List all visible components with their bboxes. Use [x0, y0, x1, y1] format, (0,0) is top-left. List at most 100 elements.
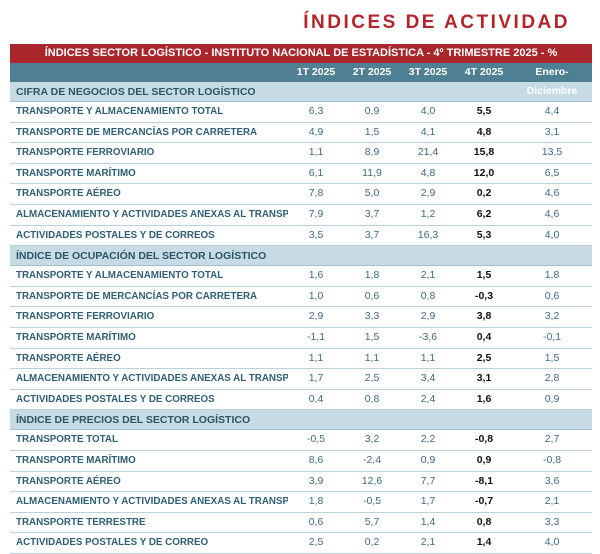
table-cell: 1,8 — [364, 269, 380, 282]
table-row: TRANSPORTE AÉREO 7,8 5,0 2,9 0,2 4,6 — [10, 184, 592, 205]
table-row: TRANSPORTE MARÍTIMO -1,1 1,5 -3,6 0,4 -0,1 — [10, 328, 592, 349]
table-cell: 1,7 — [308, 372, 324, 385]
table-cell: 1,4 — [476, 536, 492, 549]
table-cell: 1,5 — [364, 330, 380, 343]
table-cell: 1,5 — [476, 269, 492, 282]
table-cell: 1,2 — [420, 207, 436, 220]
table-row: ACTIVIDADES POSTALES Y DE CORREOS 0,4 0,8 2… — [10, 390, 592, 411]
table-cell: 15,8 — [473, 146, 495, 159]
table-row: TRANSPORTE AÉREO 3,9 12,6 7,7 -8,1 3,6 — [10, 472, 592, 493]
table-cell: -2,4 — [362, 453, 382, 466]
section-header: ÍNDICE DE PRECIOS DEL SECTOR LOGÍSTICO — [10, 410, 592, 431]
row-label: ACTIVIDADES POSTALES Y DE CORREO — [16, 537, 209, 549]
table-row: TRANSPORTE FERROVIARIO 2,9 3,3 2,9 3,8 3,2 — [10, 307, 592, 328]
column-header-4t: 4T 2025 — [464, 66, 504, 78]
table-cell: 0,2 — [364, 536, 380, 549]
row-label: TRANSPORTE FERROVIARIO — [16, 311, 155, 323]
table-cell: 3,4 — [420, 372, 436, 385]
table-cell: 4,1 — [420, 125, 436, 138]
table-row: ACTIVIDADES POSTALES Y DE CORREO 2,5 0,2 2,… — [10, 533, 592, 554]
table-cell: 4,6 — [544, 207, 560, 220]
column-header-3t: 3T 2025 — [408, 66, 448, 78]
table-cell: 7,8 — [308, 187, 324, 200]
table-cell: 0,9 — [476, 453, 492, 466]
table-row: ALMACENAMIENTO Y ACTIVIDADES ANEXAS AL T… — [10, 205, 592, 226]
table-cell: 1,6 — [476, 392, 492, 405]
table-cell: -0,8 — [474, 433, 494, 446]
table-cell: 1,0 — [308, 289, 324, 302]
row-label: TRANSPORTE TOTAL — [16, 434, 118, 446]
table-cell: 6,3 — [308, 105, 324, 117]
row-label: TRANSPORTE AÉREO — [16, 475, 121, 487]
table-cell: 3,6 — [544, 474, 560, 487]
table-row: TRANSPORTE TOTAL -0,5 3,2 2,2 -0,8 2,7 — [10, 430, 592, 451]
table-cell: 7,7 — [420, 474, 436, 487]
table-cell: 5,5 — [476, 105, 492, 117]
table-cell: 2,9 — [308, 310, 324, 323]
row-label: TRANSPORTE TERRESTRE — [16, 516, 146, 528]
table-cell: -0,3 — [474, 289, 494, 302]
table-cell: 5,0 — [364, 187, 380, 200]
table-cell: 1,5 — [544, 351, 560, 364]
table-cell: 3,3 — [544, 515, 560, 528]
table-cell: 3,1 — [476, 372, 492, 385]
row-label: ALMACENAMIENTO Y ACTIVIDADES ANEXAS AL T… — [16, 208, 288, 220]
table-cell: -0,8 — [542, 453, 562, 466]
table-body: CIFRA DE NEGOCIOS DEL SECTOR LOGÍSTICO TR… — [10, 82, 592, 554]
table-cell: 3,3 — [364, 310, 380, 323]
table-cell: 3,2 — [364, 433, 380, 446]
table-cell: 1,1 — [420, 351, 436, 364]
row-label: ACTIVIDADES POSTALES Y DE CORREOS — [16, 393, 215, 405]
table-cell: 1,1 — [308, 146, 324, 159]
table-row: ACTIVIDADES POSTALES Y DE CORREOS 3,5 3,7 1… — [10, 226, 592, 247]
table-cell: 3,7 — [364, 207, 380, 220]
table-cell: 2,2 — [420, 433, 436, 446]
table-cell: 2,8 — [544, 372, 560, 385]
row-label: TRANSPORTE Y ALMACENAMIENTO TOTAL — [16, 270, 224, 282]
table-cell: -3,6 — [418, 330, 438, 343]
table-cell: 0,9 — [420, 453, 436, 466]
table-cell: 0,6 — [544, 289, 560, 302]
table-cell: 3,9 — [308, 474, 324, 487]
table-cell: -0,5 — [306, 433, 326, 446]
table-cell: 7,9 — [308, 207, 324, 220]
table-row: TRANSPORTE TERRESTRE 0,6 5,7 1,4 0,8 3,3 — [10, 513, 592, 534]
column-header-year: Enero-Diciembre — [526, 66, 578, 97]
table-cell: 0,8 — [476, 515, 492, 528]
row-label: TRANSPORTE DE MERCANCÍAS POR CARRETERA — [16, 290, 258, 302]
table-cell: -0,5 — [362, 495, 382, 508]
page-title: ÍNDICES DE ACTIVIDAD — [303, 12, 570, 33]
row-label: TRANSPORTE FERROVIARIO — [16, 147, 155, 159]
column-header-blank — [10, 63, 288, 82]
table-cell: 4,9 — [308, 125, 324, 138]
table-row: TRANSPORTE FERROVIARIO 1,1 8,9 21,4 15,8 13,5 — [10, 143, 592, 164]
table-cell: 1,4 — [420, 515, 436, 528]
section-header: ÍNDICE DE OCUPACIÓN DEL SECTOR LOGÍSTICO — [10, 246, 592, 267]
table-cell: 3,5 — [308, 228, 324, 241]
table-row: TRANSPORTE DE MERCANCÍAS POR CARRETERA 1,… — [10, 287, 592, 308]
table-cell: 2,1 — [420, 269, 436, 282]
table-cell: 6,1 — [308, 166, 324, 179]
table-cell: -8,1 — [474, 474, 494, 487]
table-cell: 8,6 — [308, 453, 324, 466]
table-cell: -1,1 — [306, 330, 326, 343]
table-banner: ÍNDICES SECTOR LOGÍSTICO - INSTITUTO NAC… — [10, 44, 592, 63]
table-row: TRANSPORTE AÉREO 1,1 1,1 1,1 2,5 1,5 — [10, 349, 592, 370]
column-header-1t: 1T 2025 — [296, 66, 336, 78]
row-label: TRANSPORTE AÉREO — [16, 352, 121, 364]
row-label: TRANSPORTE DE MERCANCÍAS POR CARRETERA — [16, 126, 258, 138]
table-cell: 12,0 — [473, 166, 495, 179]
section-header: CIFRA DE NEGOCIOS DEL SECTOR LOGÍSTICO — [10, 82, 592, 102]
table-cell: 11,9 — [362, 166, 382, 179]
table-cell: 12,6 — [361, 474, 383, 487]
table-cell: 2,4 — [420, 392, 436, 405]
table-cell: 6,5 — [544, 166, 560, 179]
table-cell: 21,4 — [417, 146, 439, 159]
table-cell: 4,4 — [544, 105, 560, 117]
table-cell: 0,4 — [476, 330, 492, 343]
row-label: TRANSPORTE MARÍTIMO — [16, 454, 136, 466]
table-cell: 0,6 — [364, 289, 380, 302]
table-cell: 4,0 — [544, 536, 560, 549]
table-cell: 0,9 — [364, 105, 380, 117]
table-cell: 13,5 — [541, 146, 563, 159]
